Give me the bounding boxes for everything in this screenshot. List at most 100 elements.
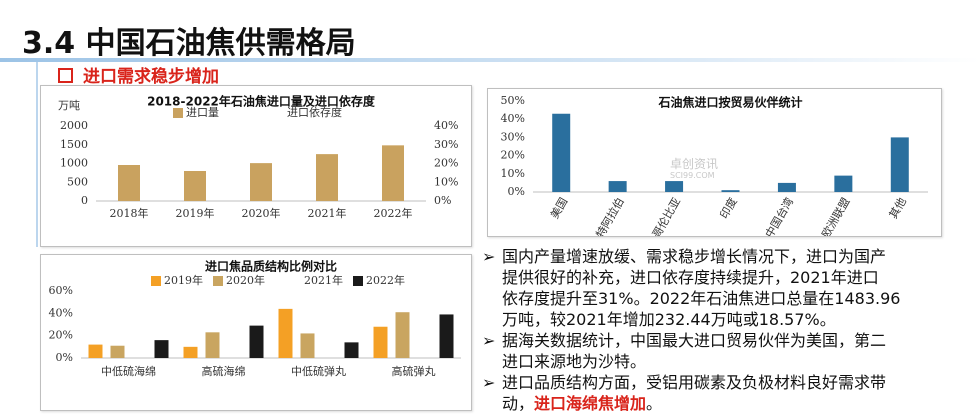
x-tick-label: 2020年 <box>242 206 281 220</box>
bullet-marker: ➢ <box>482 373 496 392</box>
y-tick-label: 500 <box>67 175 88 188</box>
bullet-text: 进口来源地为沙特。 <box>502 352 647 371</box>
y-tick-label: 1500 <box>60 138 88 151</box>
bullet-list: ➢ 国内产量增速放缓、需求稳步增长情况下，进口为国产 提供很好的补充，进口依存度持续… <box>482 246 900 414</box>
y-tick-label: 40% <box>501 112 525 125</box>
bar <box>316 154 338 201</box>
y-tick-label: 40% <box>49 306 73 319</box>
bar <box>278 308 293 358</box>
title-rule <box>0 58 980 62</box>
bar <box>300 333 315 358</box>
bar <box>382 145 404 201</box>
y-tick-label: 20% <box>49 329 73 342</box>
x-tick-label: 沙特阿拉伯 <box>587 195 627 237</box>
y-tick-label: 0% <box>56 351 73 364</box>
chart-title: 进口焦品质结构比例对比 <box>205 259 337 274</box>
bar <box>344 342 359 358</box>
bullet-line: 国内产量增速放缓、需求稳步增长情况下，进口为国产 <box>502 246 900 267</box>
bar <box>205 332 220 358</box>
legend-swatch <box>151 276 161 286</box>
legend-label: 2021年 <box>304 273 343 287</box>
bullet-text: 依存度提升至31%。2022年石油焦进口总量在1483.96 <box>502 289 901 308</box>
x-tick-label: 印度 <box>717 195 740 221</box>
y-unit: 万吨 <box>58 99 80 112</box>
bullet: ➢ 据海关数据统计，中国最大进口贸易伙伴为美国，第二 进口来源地为沙特。 <box>482 330 900 372</box>
x-tick-label: 中低硫弹丸 <box>291 364 346 378</box>
x-tick-label: 2018年 <box>110 206 149 220</box>
bar <box>154 340 169 358</box>
y-tick-label: 20% <box>501 149 525 162</box>
bullet-line: 依存度提升至31%。2022年石油焦进口总量在1483.96 <box>502 288 900 309</box>
bullet-text: 国内产量增速放缓、需求稳步增长情况下，进口为国产 <box>502 247 887 266</box>
x-tick-label: 中国台湾 <box>762 195 796 237</box>
x-tick-label: 高硫弹丸 <box>392 364 436 378</box>
chart-title: 2018-2022年石油焦进口量及进口依存度 <box>147 94 376 109</box>
legend-swatch <box>353 276 363 286</box>
bullet-line: 进口来源地为沙特。 <box>502 351 886 372</box>
chart-quality: 进口焦品质结构比例对比 0% 20% 40% 60% 中低硫海绵 高硫海绵 中低硫弹丸 高硫弹丸… <box>40 254 472 411</box>
bullet-marker: ➢ <box>482 331 496 350</box>
bar <box>249 325 264 358</box>
bullet-line: 万吨，较2021年增加232.44万吨或18.57%。 <box>502 309 900 330</box>
bullet-body: 据海关数据统计，中国最大进口贸易伙伴为美国，第二 进口来源地为沙特。 <box>502 330 886 372</box>
y-tick-label: 0% <box>508 185 525 198</box>
bar <box>777 182 796 192</box>
slide-title: 3.4 中国石油焦供需格局 <box>22 26 356 61</box>
bar <box>665 181 684 192</box>
bar <box>183 346 198 358</box>
watermark-en: SCI99.COM <box>670 171 715 180</box>
y2-tick-label: 20% <box>434 157 458 170</box>
bullet-body: 国内产量增速放缓、需求稳步增长情况下，进口为国产 提供很好的补充，进口依存度持续提… <box>502 246 900 330</box>
x-tick-label: 中低硫海绵 <box>101 364 156 378</box>
y2-tick-label: 40% <box>434 119 458 132</box>
side-rule <box>36 62 38 247</box>
x-tick-label: 2022年 <box>374 206 413 220</box>
y-tick-label: 50% <box>501 94 525 107</box>
bar <box>250 163 272 201</box>
legend-swatch <box>173 108 183 118</box>
chart-title: 石油焦进口按贸易伙伴统计 <box>657 95 802 110</box>
y2-tick-label: 10% <box>434 175 458 188</box>
chart-import-volume: 2018-2022年石油焦进口量及进口依存度 万吨 0 500 1000 1500 2000… <box>40 85 472 247</box>
bar <box>890 137 909 192</box>
x-tick-label: 2021年 <box>308 206 347 220</box>
y-tick-label: 2000 <box>60 119 88 132</box>
legend-label: 进口依存度 <box>287 105 342 119</box>
watermark: 卓创资讯 SCI99.COM <box>670 158 718 182</box>
bar <box>608 181 627 192</box>
x-tick-label: 哥伦比亚 <box>649 195 683 237</box>
legend-label: 进口量 <box>186 106 219 119</box>
bullet-body: 进口品质结构方面，受铝用碳素及负极材料良好需求带 动，进口海绵焦增加。 <box>502 372 886 414</box>
bar <box>110 345 125 358</box>
bar <box>395 312 410 358</box>
bullet-text: 提供很好的补充，进口依存度持续提升，2021年进口 <box>502 268 879 287</box>
bar <box>552 113 571 192</box>
bullet-marker: ➢ <box>482 247 496 266</box>
subtitle-text: 进口需求稳步增加 <box>83 67 219 87</box>
bullet-text: 动， <box>502 394 535 413</box>
bullet-line: 提供很好的补充，进口依存度持续提升，2021年进口 <box>502 267 900 288</box>
legend-label: 2019年 <box>164 273 203 287</box>
y-tick-label: 60% <box>49 284 73 297</box>
bullet-highlight: 进口海绵焦增加 <box>534 394 647 413</box>
legend-label: 2022年 <box>366 273 405 287</box>
x-tick-label: 2019年 <box>176 206 215 220</box>
y-tick-label: 0 <box>81 194 88 207</box>
y-tick-label: 10% <box>501 167 525 180</box>
bar <box>88 344 103 358</box>
bullet-line: 进口品质结构方面，受铝用碳素及负极材料良好需求带 <box>502 372 886 393</box>
bullet-line: 动，进口海绵焦增加。 <box>502 393 886 414</box>
subtitle: 进口需求稳步增加 <box>58 62 219 87</box>
x-tick-label: 美国 <box>548 196 570 222</box>
y-tick-label: 30% <box>501 130 525 143</box>
bullet-line: 据海关数据统计，中国最大进口贸易伙伴为美国，第二 <box>502 330 886 351</box>
bullet-tail: 。 <box>646 394 663 413</box>
legend-label: 2020年 <box>226 273 265 287</box>
y-tick-label: 1000 <box>60 157 88 170</box>
bullet: ➢ 进口品质结构方面，受铝用碳素及负极材料良好需求带 动，进口海绵焦增加。 <box>482 372 900 414</box>
y2-tick-label: 30% <box>434 138 458 151</box>
watermark-cn: 卓创资讯 <box>670 157 719 171</box>
bar <box>721 190 740 192</box>
x-tick-label: 其他 <box>887 196 909 222</box>
